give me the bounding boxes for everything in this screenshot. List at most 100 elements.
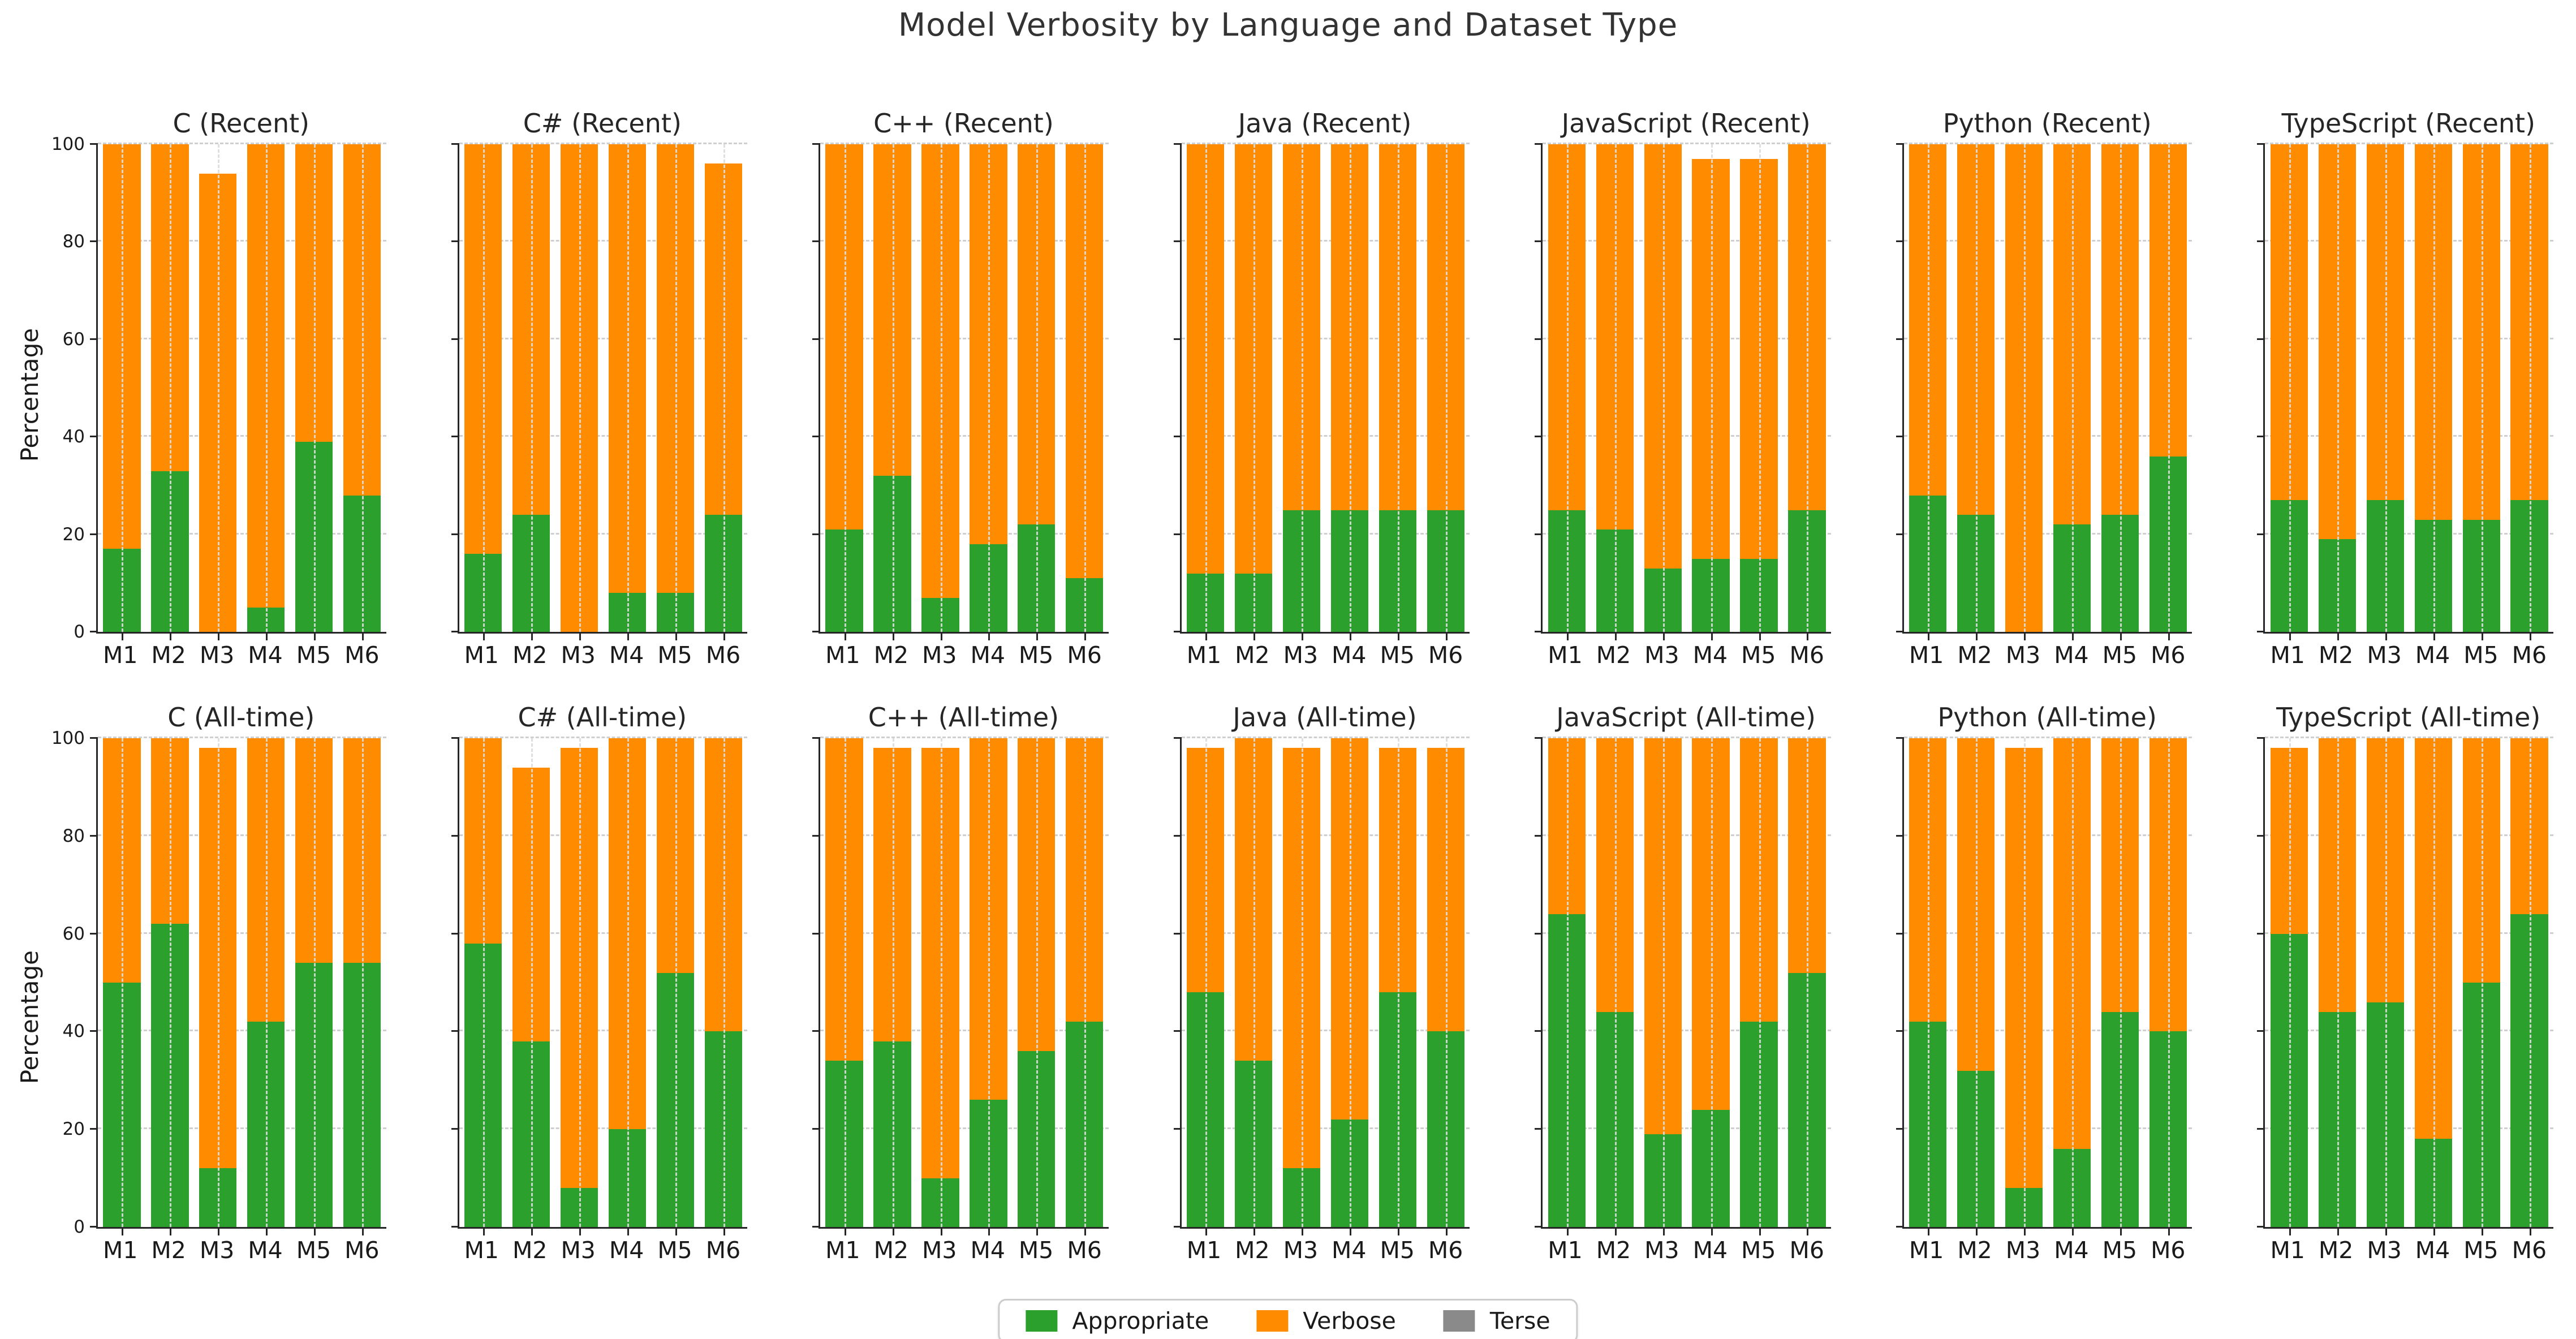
x-tick-mark xyxy=(627,634,629,640)
x-tick-label: M2 xyxy=(873,1237,909,1264)
x-tick-mark xyxy=(2120,1229,2122,1235)
bar-segment-verbose xyxy=(1330,144,1369,510)
stacked-bar-m6 xyxy=(1427,144,1464,632)
h-gridline xyxy=(1543,1127,1831,1130)
bar-slot-m1 xyxy=(459,738,507,1235)
x-tick-label: M4 xyxy=(2054,641,2089,669)
bar-slot-m4 xyxy=(603,738,651,1235)
x-tick-label: M2 xyxy=(873,641,909,669)
bar-slot-m6 xyxy=(2505,738,2553,1235)
h-gridline xyxy=(1543,143,1831,144)
x-tick-label: M4 xyxy=(1332,1237,1367,1264)
bar-segment-appropriate xyxy=(1788,510,1826,632)
bar-segment-appropriate xyxy=(2270,933,2308,1227)
y-tick-label: 100 xyxy=(51,728,85,748)
bar-segment-verbose xyxy=(825,144,863,529)
bar-segment-verbose xyxy=(103,738,141,983)
x-tick-mark xyxy=(2168,634,2170,640)
v-gridline xyxy=(1566,738,1569,1227)
subplot-typescript-all-time: TypeScript (All-time) M1 M2 M3 M4 M5 M6 xyxy=(2257,684,2554,1266)
y-tick-mark xyxy=(1535,533,1543,535)
bar-segment-appropriate xyxy=(1596,1011,1634,1227)
bar-slot-m5 xyxy=(651,738,699,1235)
h-gridline xyxy=(1543,932,1831,934)
x-tick-label: M2 xyxy=(1957,641,1992,669)
bar-slot-m1 xyxy=(820,738,868,1235)
bar-slot-m3 xyxy=(916,144,964,640)
x-tick-mark xyxy=(2481,634,2483,640)
y-tick-mark xyxy=(2257,1128,2265,1130)
stacked-bar-m2 xyxy=(1596,144,1634,632)
y-tick-mark xyxy=(1896,834,1904,837)
v-gridline xyxy=(1662,738,1665,1227)
stacked-bar-m2 xyxy=(512,144,550,632)
bar-slot-m1 xyxy=(2265,738,2313,1235)
x-tick-label: M3 xyxy=(2005,641,2041,669)
x-tick-mark xyxy=(1302,634,1304,640)
bars-container xyxy=(1182,144,1470,640)
figure-title: Model Verbosity by Language and Dataset … xyxy=(898,7,1678,44)
bar-slot-m3 xyxy=(194,144,242,640)
stacked-bar-m6 xyxy=(2149,144,2187,632)
y-tick-mark xyxy=(1896,631,1904,632)
stacked-bar-m4 xyxy=(608,738,646,1227)
bar-segment-appropriate xyxy=(1957,515,1995,632)
stacked-bar-m3 xyxy=(2366,144,2404,632)
bar-segment-verbose xyxy=(704,738,742,1032)
x-tick-label: M1 xyxy=(464,1237,499,1264)
stacked-bar-m2 xyxy=(512,767,550,1227)
h-gridline xyxy=(1543,532,1831,535)
bar-slot-m3 xyxy=(194,738,242,1235)
bar-segment-appropriate xyxy=(1187,573,1225,632)
x-tick-mark xyxy=(579,634,581,640)
bar-segment-verbose xyxy=(1596,738,1634,1012)
legend-item-verbose: Verbose xyxy=(1256,1307,1396,1334)
bar-slot-m6 xyxy=(1421,144,1470,640)
stacked-bar-m6 xyxy=(343,144,381,632)
v-gridline xyxy=(1350,144,1352,632)
y-tick-mark xyxy=(812,1226,821,1228)
stacked-bar-m2 xyxy=(873,748,911,1227)
x-tick-labels: M1 M2 M3 M4 M5 M6 xyxy=(1541,634,1831,671)
bar-slot-m2 xyxy=(1230,738,1278,1235)
h-gridline xyxy=(820,1127,1109,1130)
y-tick-mark xyxy=(812,1128,821,1130)
h-gridline xyxy=(1543,737,1831,738)
bar-slot-m5 xyxy=(651,144,699,640)
x-tick-label: M1 xyxy=(825,1237,860,1264)
y-tick-mark xyxy=(2257,631,2265,632)
v-gridline xyxy=(170,144,172,632)
bar-slot-m2 xyxy=(1591,738,1639,1235)
x-tick-label: M2 xyxy=(1596,641,1631,669)
bar-segment-appropriate xyxy=(1235,573,1273,632)
x-tick-mark xyxy=(362,1229,364,1235)
v-gridline xyxy=(988,144,990,632)
h-gridline xyxy=(2265,337,2554,339)
bar-slot-m4 xyxy=(242,738,290,1235)
h-gridline xyxy=(1543,435,1831,437)
legend-swatch-verbose xyxy=(1256,1310,1289,1332)
h-gridline xyxy=(98,1127,386,1130)
bar-slot-m4 xyxy=(2409,738,2457,1235)
v-gridline xyxy=(940,738,942,1227)
bar-slot-m2 xyxy=(1952,738,2000,1235)
bars-container xyxy=(820,144,1109,640)
bar-slot-m4 xyxy=(1687,144,1735,640)
x-tick-mark xyxy=(723,1229,725,1235)
x-tick-label: M6 xyxy=(2512,641,2547,669)
bar-slot-m5 xyxy=(2457,144,2505,640)
v-gridline xyxy=(1711,738,1713,1227)
x-tick-label: M6 xyxy=(2151,641,2186,669)
bar-slot-m1 xyxy=(459,144,507,640)
bar-segment-verbose xyxy=(2462,144,2500,520)
plot-area xyxy=(2257,143,2554,640)
stacked-bar-m4 xyxy=(970,738,1007,1227)
bar-slot-m1 xyxy=(1904,144,1952,640)
y-tick-mark xyxy=(1535,240,1543,243)
stacked-bar-m2 xyxy=(873,144,911,632)
y-tick-label: 0 xyxy=(74,622,85,642)
bar-segment-appropriate xyxy=(295,963,333,1227)
x-tick-labels: M1 M2 M3 M4 M5 M6 xyxy=(1902,634,2192,671)
y-tick-mark xyxy=(2257,1030,2265,1032)
stacked-bar-m2 xyxy=(1235,738,1273,1227)
